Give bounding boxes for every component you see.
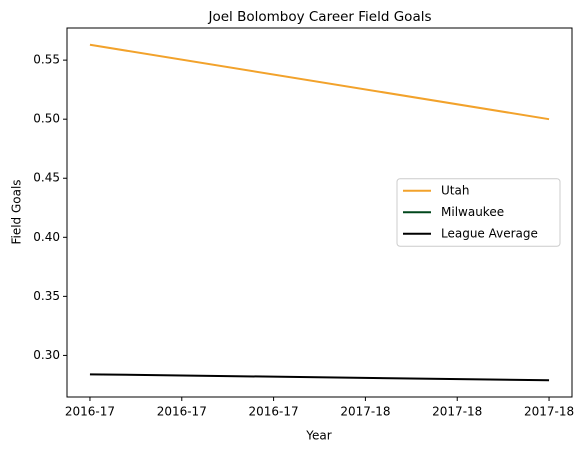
- axes-frame: [66, 27, 573, 398]
- y-tick-label: 0.45: [33, 171, 60, 185]
- chart-title: Joel Bolomboy Career Field Goals: [207, 9, 431, 25]
- y-tick-label: 0.50: [33, 112, 60, 126]
- y-tick-label: 0.30: [33, 348, 60, 362]
- x-tick-label: 2016-17: [249, 405, 299, 419]
- x-tick-label: 2017-18: [524, 405, 574, 419]
- y-tick-label: 0.55: [33, 53, 60, 67]
- legend-label: League Average: [441, 226, 538, 240]
- legend-label: Utah: [441, 183, 469, 197]
- x-tick-label: 2016-17: [65, 405, 115, 419]
- x-tick-label: 2016-17: [157, 405, 207, 419]
- series-line: [89, 373, 550, 382]
- legend-box: [396, 178, 561, 247]
- x-axis-label: Year: [305, 429, 331, 443]
- series-line: [89, 43, 550, 121]
- x-tick-label: 2017-18: [340, 405, 390, 419]
- x-tick-label: 2017-18: [432, 405, 482, 419]
- y-tick-label: 0.40: [33, 230, 60, 244]
- y-axis-label: Field Goals: [10, 179, 24, 244]
- legend-label: Milwaukee: [441, 205, 504, 219]
- y-tick-label: 0.35: [33, 289, 60, 303]
